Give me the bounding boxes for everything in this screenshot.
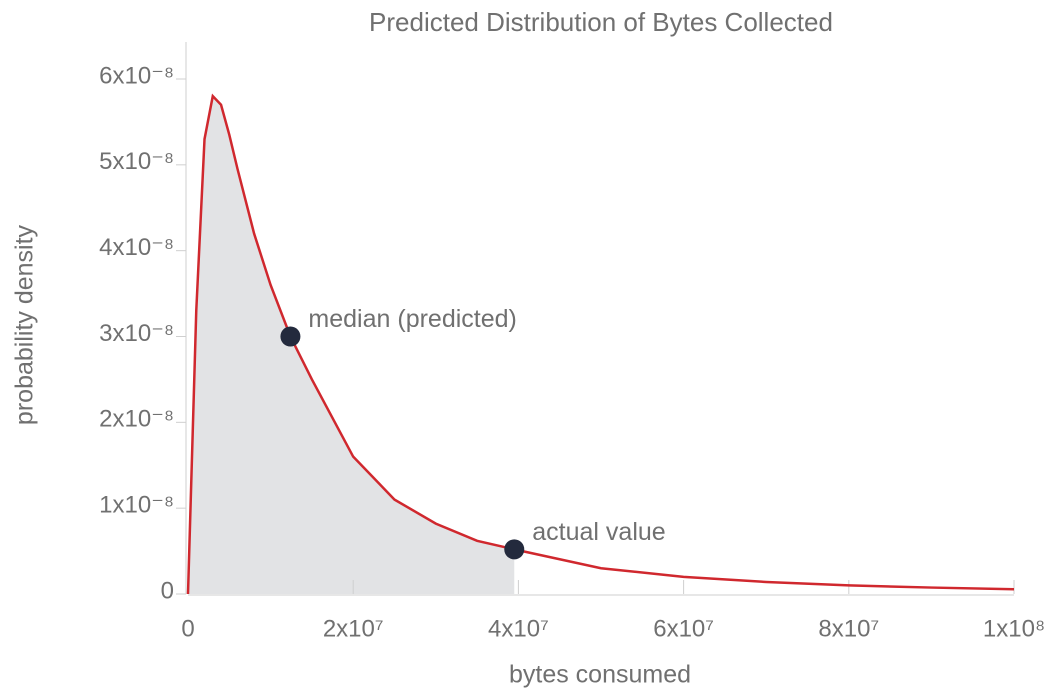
y-tick-label: 0 <box>161 577 174 604</box>
shaded-area <box>188 96 515 595</box>
y-tick-label: 5x10⁻⁸ <box>99 148 174 175</box>
annotation-point <box>504 539 525 560</box>
y-tick-label: 1x10⁻⁸ <box>99 492 174 519</box>
annotation-label: median (predicted) <box>308 305 516 333</box>
y-tick-label: 2x10⁻⁸ <box>99 406 174 433</box>
y-tick-label: 3x10⁻⁸ <box>99 320 174 347</box>
x-tick-label: 2x10⁷ <box>323 615 384 642</box>
y-tick-label: 6x10⁻⁸ <box>99 62 174 89</box>
y-tick-label: 4x10⁻⁸ <box>99 234 174 261</box>
density-line <box>186 93 1015 595</box>
x-tick-label: 8x10⁷ <box>818 615 879 642</box>
x-axis-label: bytes consumed <box>509 661 691 689</box>
x-tick-label: 6x10⁷ <box>653 615 714 642</box>
x-tick-label: 0 <box>181 615 194 642</box>
x-tick-label: 1x10⁸ <box>983 615 1045 642</box>
annotation-point <box>280 326 301 347</box>
x-tick-label: 4x10⁷ <box>488 615 549 642</box>
annotation-label: actual value <box>532 518 665 546</box>
chart-title: Predicted Distribution of Bytes Collecte… <box>369 7 833 37</box>
y-axis-label: probability density <box>11 224 39 425</box>
